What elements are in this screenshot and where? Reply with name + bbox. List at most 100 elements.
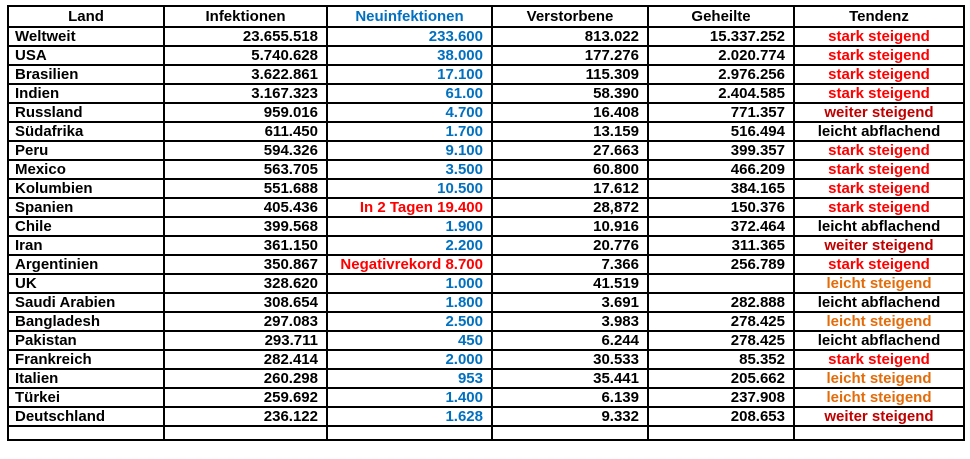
cell-geheilte[interactable]: 399.357 [647, 140, 795, 161]
cell-geheilte[interactable]: 771.357 [647, 102, 795, 123]
cell-verstorbene[interactable]: 20.776 [491, 235, 649, 256]
cell-tendenz[interactable]: weiter steigend [793, 235, 965, 256]
cell-geheilte[interactable]: 311.365 [647, 235, 795, 256]
cell-infektionen[interactable]: 328.620 [163, 273, 328, 294]
cell-tendenz[interactable]: stark steigend [793, 83, 965, 104]
cell-verstorbene[interactable]: 813.022 [491, 26, 649, 47]
cell-verstorbene[interactable]: 13.159 [491, 121, 649, 142]
cell-tendenz[interactable]: stark steigend [793, 178, 965, 199]
cell-geheilte[interactable]: 237.908 [647, 387, 795, 408]
cell-empty[interactable] [647, 425, 795, 441]
cell-land[interactable]: Kolumbien [7, 178, 165, 199]
cell-geheilte[interactable]: 85.352 [647, 349, 795, 370]
cell-infektionen[interactable]: 282.414 [163, 349, 328, 370]
cell-tendenz[interactable]: leicht steigend [793, 387, 965, 408]
cell-tendenz[interactable]: leicht abflachend [793, 292, 965, 313]
cell-infektionen[interactable]: 594.326 [163, 140, 328, 161]
cell-land[interactable]: Russland [7, 102, 165, 123]
cell-verstorbene[interactable]: 16.408 [491, 102, 649, 123]
cell-infektionen[interactable]: 405.436 [163, 197, 328, 218]
cell-geheilte[interactable]: 208.653 [647, 406, 795, 427]
cell-infektionen[interactable]: 308.654 [163, 292, 328, 313]
cell-tendenz[interactable]: leicht steigend [793, 311, 965, 332]
cell-land[interactable]: Iran [7, 235, 165, 256]
cell-neuinfektionen[interactable]: 233.600 [326, 26, 493, 47]
cell-geheilte[interactable]: 278.425 [647, 311, 795, 332]
cell-verstorbene[interactable]: 6.244 [491, 330, 649, 351]
cell-neuinfektionen[interactable]: 1.400 [326, 387, 493, 408]
cell-geheilte[interactable]: 282.888 [647, 292, 795, 313]
cell-geheilte[interactable]: 205.662 [647, 368, 795, 389]
cell-neuinfektionen[interactable]: In 2 Tagen 19.400 [326, 197, 493, 218]
cell-neuinfektionen[interactable]: 17.100 [326, 64, 493, 85]
cell-infektionen[interactable]: 399.568 [163, 216, 328, 237]
cell-tendenz[interactable]: stark steigend [793, 254, 965, 275]
cell-land[interactable]: Pakistan [7, 330, 165, 351]
column-header-tendenz[interactable]: Tendenz [793, 5, 965, 28]
cell-tendenz[interactable]: leicht abflachend [793, 121, 965, 142]
cell-land[interactable]: Chile [7, 216, 165, 237]
cell-geheilte[interactable]: 516.494 [647, 121, 795, 142]
cell-verstorbene[interactable]: 115.309 [491, 64, 649, 85]
cell-tendenz[interactable]: stark steigend [793, 64, 965, 85]
cell-infektionen[interactable]: 259.692 [163, 387, 328, 408]
cell-geheilte[interactable]: 384.165 [647, 178, 795, 199]
cell-land[interactable]: Brasilien [7, 64, 165, 85]
cell-land[interactable]: Deutschland [7, 406, 165, 427]
cell-neuinfektionen[interactable]: 1.900 [326, 216, 493, 237]
cell-geheilte[interactable]: 2.976.256 [647, 64, 795, 85]
cell-tendenz[interactable]: weiter steigend [793, 102, 965, 123]
cell-neuinfektionen[interactable]: 2.500 [326, 311, 493, 332]
cell-land[interactable]: Saudi Arabien [7, 292, 165, 313]
cell-infektionen[interactable]: 293.711 [163, 330, 328, 351]
cell-neuinfektionen[interactable]: 953 [326, 368, 493, 389]
cell-land[interactable]: Bangladesh [7, 311, 165, 332]
cell-tendenz[interactable]: weiter steigend [793, 406, 965, 427]
cell-neuinfektionen[interactable]: 3.500 [326, 159, 493, 180]
cell-verstorbene[interactable]: 3.691 [491, 292, 649, 313]
cell-tendenz[interactable]: stark steigend [793, 197, 965, 218]
cell-geheilte[interactable]: 256.789 [647, 254, 795, 275]
cell-verstorbene[interactable]: 27.663 [491, 140, 649, 161]
cell-geheilte[interactable]: 466.209 [647, 159, 795, 180]
cell-land[interactable]: Mexico [7, 159, 165, 180]
cell-verstorbene[interactable]: 7.366 [491, 254, 649, 275]
cell-neuinfektionen[interactable]: 1.000 [326, 273, 493, 294]
cell-geheilte[interactable] [647, 273, 795, 294]
cell-land[interactable]: Peru [7, 140, 165, 161]
cell-empty[interactable] [326, 425, 493, 441]
cell-tendenz[interactable]: stark steigend [793, 26, 965, 47]
column-header-verstorbene[interactable]: Verstorbene [491, 5, 649, 28]
cell-empty[interactable] [163, 425, 328, 441]
cell-neuinfektionen[interactable]: Negativrekord 8.700 [326, 254, 493, 275]
cell-infektionen[interactable]: 3.622.861 [163, 64, 328, 85]
cell-verstorbene[interactable]: 58.390 [491, 83, 649, 104]
cell-land[interactable]: Spanien [7, 197, 165, 218]
cell-tendenz[interactable]: leicht steigend [793, 368, 965, 389]
cell-neuinfektionen[interactable]: 1.800 [326, 292, 493, 313]
cell-verstorbene[interactable]: 6.139 [491, 387, 649, 408]
cell-verstorbene[interactable]: 10.916 [491, 216, 649, 237]
cell-verstorbene[interactable]: 9.332 [491, 406, 649, 427]
cell-land[interactable]: Weltweit [7, 26, 165, 47]
cell-tendenz[interactable]: leicht abflachend [793, 216, 965, 237]
cell-neuinfektionen[interactable]: 1.628 [326, 406, 493, 427]
cell-geheilte[interactable]: 372.464 [647, 216, 795, 237]
cell-infektionen[interactable]: 23.655.518 [163, 26, 328, 47]
cell-verstorbene[interactable]: 41.519 [491, 273, 649, 294]
cell-infektionen[interactable]: 260.298 [163, 368, 328, 389]
cell-infektionen[interactable]: 3.167.323 [163, 83, 328, 104]
cell-neuinfektionen[interactable]: 9.100 [326, 140, 493, 161]
cell-infektionen[interactable]: 959.016 [163, 102, 328, 123]
cell-tendenz[interactable]: leicht abflachend [793, 330, 965, 351]
cell-infektionen[interactable]: 350.867 [163, 254, 328, 275]
cell-neuinfektionen[interactable]: 450 [326, 330, 493, 351]
column-header-land[interactable]: Land [7, 5, 165, 28]
column-header-infektionen[interactable]: Infektionen [163, 5, 328, 28]
cell-empty[interactable] [793, 425, 965, 441]
cell-infektionen[interactable]: 563.705 [163, 159, 328, 180]
cell-verstorbene[interactable]: 60.800 [491, 159, 649, 180]
cell-land[interactable]: Frankreich [7, 349, 165, 370]
cell-infektionen[interactable]: 551.688 [163, 178, 328, 199]
cell-verstorbene[interactable]: 177.276 [491, 45, 649, 66]
